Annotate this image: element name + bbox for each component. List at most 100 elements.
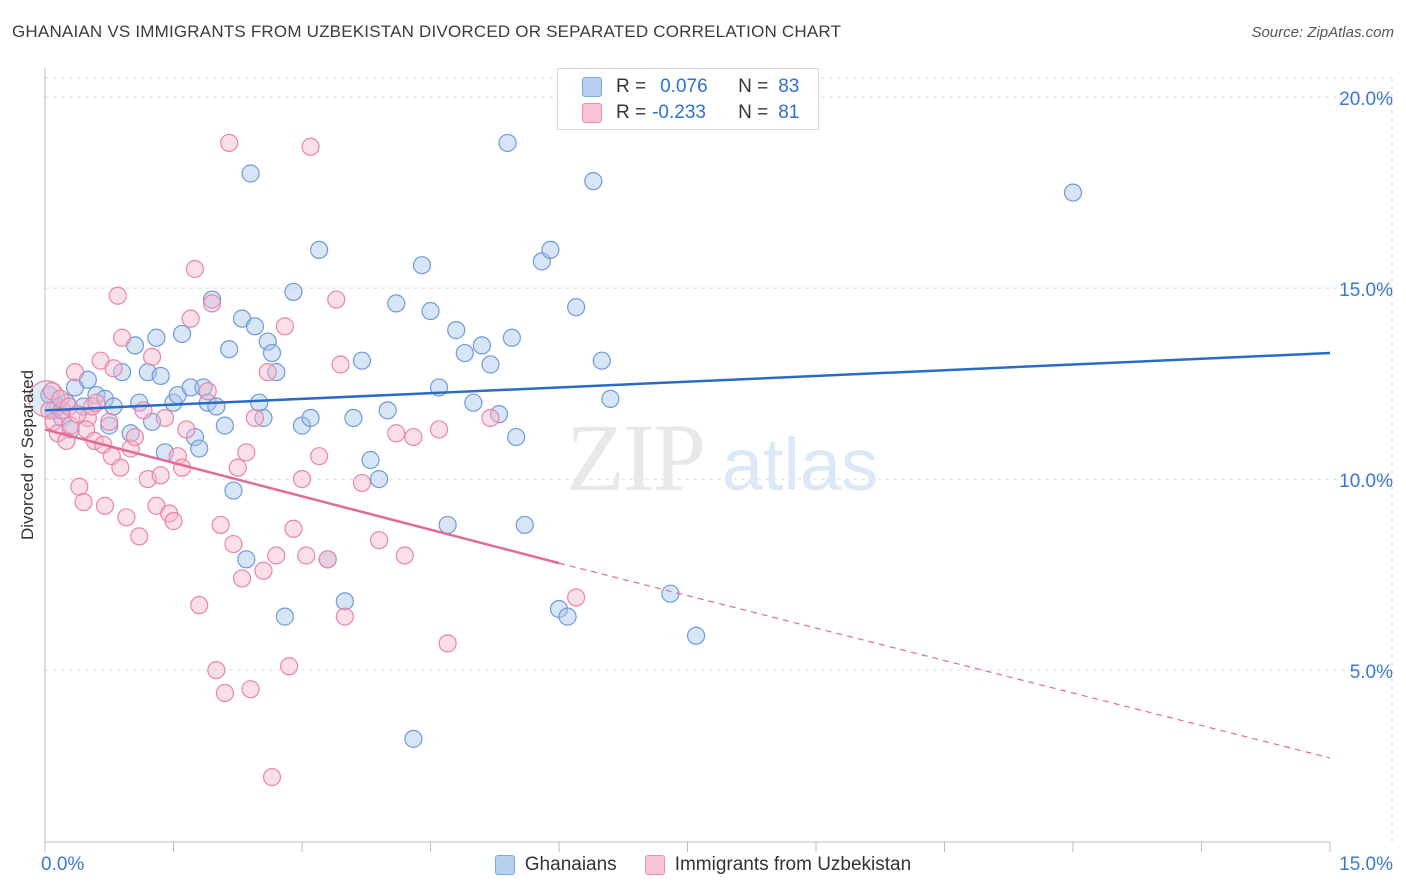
r-value: 0.076	[660, 76, 708, 97]
blue-swatch-icon	[494, 855, 515, 875]
ghanaian-point	[361, 450, 380, 470]
ghanaian-point	[481, 355, 500, 374]
ghanaian-point	[507, 427, 526, 447]
source-label: Source: ZipAtlas.com	[1251, 24, 1394, 41]
uzbekistan-point	[370, 531, 389, 550]
ghanaian-point	[147, 328, 166, 347]
ghanaian-point	[284, 282, 303, 302]
ghanaian-point	[100, 416, 119, 435]
uzbekistan-point	[331, 355, 350, 374]
ghanaian-point	[250, 393, 269, 412]
uzbekistan-trend-extension	[558, 562, 1331, 759]
n-value: 81	[778, 102, 800, 123]
uzbekistan-point	[65, 363, 85, 382]
uzbekistan-point	[284, 519, 303, 538]
ghanaian-point	[1063, 183, 1083, 202]
uzbekistan-point	[258, 363, 277, 382]
uzbekistan-point	[262, 767, 282, 787]
ghanaian-point	[584, 172, 603, 191]
r-label: R =	[616, 76, 647, 97]
x-tick-label: 15.0%	[1339, 854, 1393, 875]
ghanaian-point	[502, 328, 521, 347]
ghanaian-point	[421, 301, 440, 321]
ghanaian-point	[592, 351, 611, 370]
y-tick-label: 15.0%	[1339, 280, 1393, 301]
uzbekistan-point	[387, 424, 406, 443]
legend-label-uzbekistan: Immigrants from Uzbekistan	[674, 854, 912, 875]
ghanaian-point	[601, 389, 620, 408]
ghanaian-point	[370, 470, 389, 489]
ghanaian-point	[352, 351, 372, 370]
ghanaian-point	[310, 240, 329, 259]
ghanaian-point	[301, 408, 320, 428]
uzbekistan-point	[275, 317, 294, 336]
uzbekistan-point	[567, 588, 586, 607]
uzbekistan-point	[142, 347, 162, 366]
n-label: N =	[738, 102, 769, 123]
ghanaian-point	[447, 321, 466, 340]
uzbekistan-point	[185, 259, 205, 279]
uzbekistan-point	[220, 133, 239, 153]
ghanaian-point	[215, 416, 234, 435]
uzbekistan-point	[130, 527, 149, 546]
y-tick-label: 5.0%	[1350, 662, 1393, 683]
uzbekistan-point	[280, 657, 299, 676]
ghanaian-point	[378, 401, 397, 420]
watermark-atlas: atlas	[722, 423, 878, 506]
uzbekistan-point	[254, 561, 273, 580]
uzbekistan-point	[111, 458, 130, 477]
legend-row-ghanaians: R = 0.076 N = 83	[582, 74, 799, 100]
watermark: ZIP atlas	[566, 404, 878, 511]
y-tick-label: 20.0%	[1339, 89, 1393, 110]
uzbekistan-point	[117, 508, 136, 527]
ghanaian-point	[344, 408, 363, 428]
ghanaian-point	[245, 317, 264, 336]
uzbekistan-point	[215, 683, 234, 703]
ghanaian-point	[404, 729, 423, 748]
uzbekistan-point	[207, 660, 226, 680]
uzbekistan-point	[104, 359, 123, 378]
ghanaian-point	[202, 290, 222, 309]
uzbekistan-point	[267, 546, 286, 565]
series-legend: Ghanaians Immigrants from Uzbekistan	[0, 852, 1406, 878]
ghanaian-point	[686, 626, 706, 645]
uzbekistan-point	[151, 466, 170, 485]
y-tick-label: 10.0%	[1339, 471, 1393, 492]
ghanaian-point	[455, 343, 474, 363]
ghanaian-point	[172, 324, 192, 344]
uzbekistan-point	[74, 492, 93, 512]
uzbekistan-point	[481, 408, 500, 428]
uzbekistan-point	[297, 546, 316, 565]
uzbekistan-points	[40, 133, 586, 787]
uzbekistan-point	[237, 443, 256, 462]
ghanaian-point	[472, 336, 491, 355]
pink-swatch-icon	[644, 855, 665, 875]
n-value: 83	[778, 76, 800, 97]
uzbekistan-point	[155, 408, 175, 428]
uzbekistan-point	[125, 427, 145, 447]
ghanaian-point	[387, 294, 406, 313]
ghanaian-point	[237, 550, 256, 569]
ghanaian-point	[412, 256, 432, 275]
ghanaian-point	[558, 607, 577, 626]
uzbekistan-point	[318, 550, 337, 569]
blue-swatch-icon	[582, 77, 602, 97]
uzbekistan-point	[292, 470, 312, 489]
x-tick-label: 0.0%	[41, 854, 84, 875]
uzbekistan-point	[211, 515, 230, 535]
legend-item-uzbekistan: Immigrants from Uzbekistan	[644, 854, 912, 876]
legend-item-ghanaians: Ghanaians	[494, 854, 617, 876]
uzbekistan-point	[245, 408, 264, 428]
uzbekistan-trend-line	[44, 428, 560, 565]
ghanaian-point	[87, 385, 106, 405]
ghanaians-trend-line	[44, 351, 1331, 412]
r-value: -0.233	[652, 102, 706, 123]
uzbekistan-point	[224, 534, 243, 554]
ghanaian-point	[220, 340, 239, 359]
uzbekistan-point	[177, 420, 196, 439]
ghanaian-point	[541, 240, 560, 259]
uzbekistan-point	[232, 569, 252, 588]
ghanaian-point	[464, 393, 483, 412]
uzbekistan-point	[61, 416, 80, 435]
